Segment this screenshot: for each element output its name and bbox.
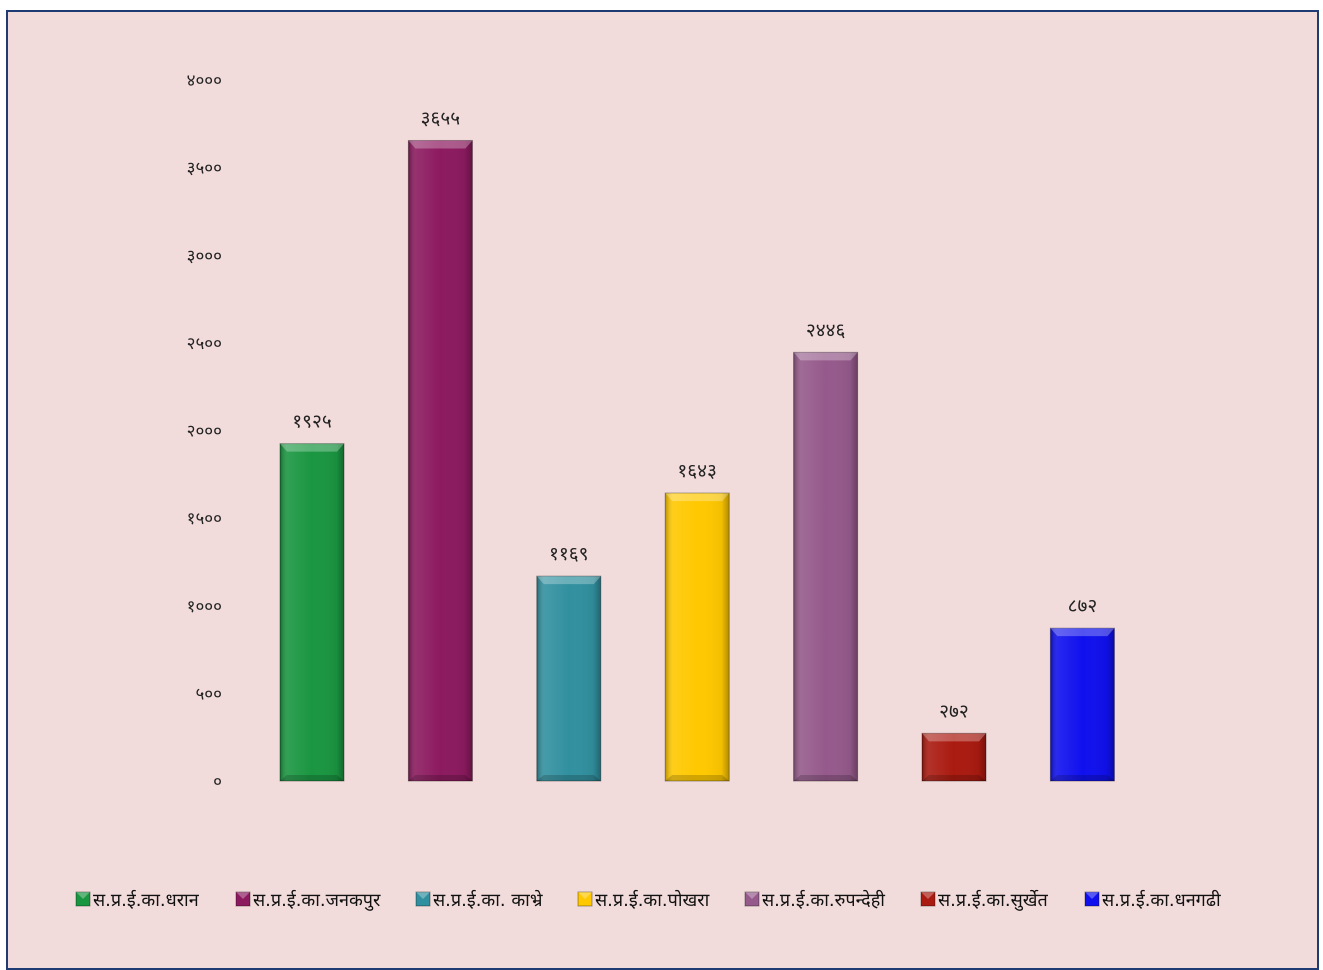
- chart-frame: ० ५०० १००० १५०० २००० २५०० ३००० ३५०० ४००० १९२५ ३६५…: [6, 10, 1319, 970]
- legend-label: स.प्र.ई.का.पोखरा: [595, 889, 710, 911]
- y-tick-label: २०००: [187, 422, 222, 442]
- bar-chart: ० ५०० १००० १५०० २००० २५०० ३००० ३५०० ४००० १९२५ ३६५…: [75, 71, 1221, 911]
- legend-swatch: [235, 891, 251, 907]
- bar-group: २४४६: [793, 319, 859, 782]
- legend-item: स.प्र.ई.का.पोखरा: [577, 889, 710, 911]
- data-label: ८७२: [1068, 595, 1098, 617]
- bar-top-bevel: [408, 140, 473, 149]
- bar-bottom-bevel: [408, 775, 473, 781]
- y-tick-label: ३०००: [187, 246, 222, 266]
- bar-top-bevel: [1050, 628, 1115, 637]
- y-tick-label: १०००: [187, 597, 222, 617]
- data-label: ११६९: [549, 543, 589, 565]
- legend-label: स.प्र.ई.का.जनकपुर: [253, 889, 381, 911]
- bar-group: १९२५: [279, 411, 345, 782]
- bar-bottom-bevel: [280, 775, 344, 781]
- bar-top-bevel: [793, 352, 858, 361]
- legend-swatch: [415, 891, 431, 907]
- bar-top-bevel: [536, 576, 601, 585]
- bar-shading: [408, 140, 473, 781]
- legend-item: स.प्र.ई.का.धरान: [75, 889, 200, 911]
- legend-label: स.प्र.ई.का.धनगढी: [1102, 889, 1221, 911]
- legend-swatch: [920, 891, 936, 907]
- legend-swatch-bevel: [76, 892, 90, 899]
- bars: १९२५ ३६५५ ११६९ १६४३ २४४६ २७२ ८७२: [279, 107, 1115, 782]
- bar-top-bevel: [922, 733, 986, 742]
- bar-top-bevel: [280, 443, 344, 452]
- bar-bottom-bevel: [536, 775, 601, 781]
- legend-label: स.प्र.ई.का.सुर्खेत: [938, 889, 1049, 911]
- y-tick-label: ३५००: [187, 159, 222, 179]
- bar-shading: [1050, 628, 1115, 781]
- data-label: १९२५: [292, 411, 332, 433]
- y-tick-label: ४०००: [187, 71, 222, 91]
- bar-group: ११६९: [536, 543, 602, 782]
- legend-swatch-bevel: [1085, 892, 1099, 899]
- bar-group: ८७२: [1049, 595, 1115, 782]
- bar-group: १६४३: [664, 460, 730, 782]
- bar-group: २७२: [921, 700, 987, 782]
- bar-group: ३६५५: [407, 107, 473, 782]
- legend-swatch-bevel: [921, 892, 935, 899]
- legend-label: स.प्र.ई.का.धरान: [93, 889, 200, 911]
- data-label: २४४६: [806, 319, 846, 341]
- legend-swatch-bevel: [416, 892, 430, 899]
- legend-item: स.प्र.ई.का.सुर्खेत: [920, 889, 1049, 911]
- legend: स.प्र.ई.का.धरान स.प्र.ई.का.जनकपुर स.प्र.ई.…: [75, 889, 1221, 911]
- y-tick-label: १५००: [187, 509, 222, 529]
- legend-swatch: [1084, 891, 1100, 907]
- legend-swatch: [75, 891, 91, 907]
- bar-bottom-bevel: [793, 775, 858, 781]
- legend-item: स.प्र.ई.का. काभ्रे: [415, 889, 543, 911]
- legend-label: स.प्र.ई.का.रुपन्देही: [762, 889, 885, 911]
- legend-item: स.प्र.ई.का.रुपन्देही: [744, 889, 885, 911]
- data-label: २७२: [939, 700, 969, 722]
- legend-item: स.प्र.ई.का.जनकपुर: [235, 889, 381, 911]
- bar-shading: [922, 733, 986, 781]
- bar-top-bevel: [665, 493, 730, 502]
- legend-swatch: [744, 891, 760, 907]
- y-tick-label: ०: [213, 772, 222, 792]
- bar-shading: [536, 576, 601, 781]
- bar-shading: [280, 443, 344, 781]
- legend-swatch-bevel: [578, 892, 592, 899]
- legend-swatch-bevel: [745, 892, 759, 899]
- legend-item: स.प्र.ई.का.धनगढी: [1084, 889, 1221, 911]
- bar-bottom-bevel: [1050, 775, 1115, 781]
- legend-label: स.प्र.ई.का. काभ्रे: [433, 889, 543, 911]
- y-tick-label: ५००: [195, 684, 222, 704]
- legend-swatch: [577, 891, 593, 907]
- bar-shading: [793, 352, 858, 781]
- data-label: १६४३: [677, 460, 717, 482]
- bar-bottom-bevel: [665, 775, 730, 781]
- y-axis: ० ५०० १००० १५०० २००० २५०० ३००० ३५०० ४०००: [187, 71, 222, 792]
- data-label: ३६५५: [421, 107, 461, 129]
- bar-shading: [665, 493, 730, 781]
- bar-bottom-bevel: [922, 775, 986, 781]
- legend-swatch-bevel: [236, 892, 250, 899]
- y-tick-label: २५००: [187, 334, 222, 354]
